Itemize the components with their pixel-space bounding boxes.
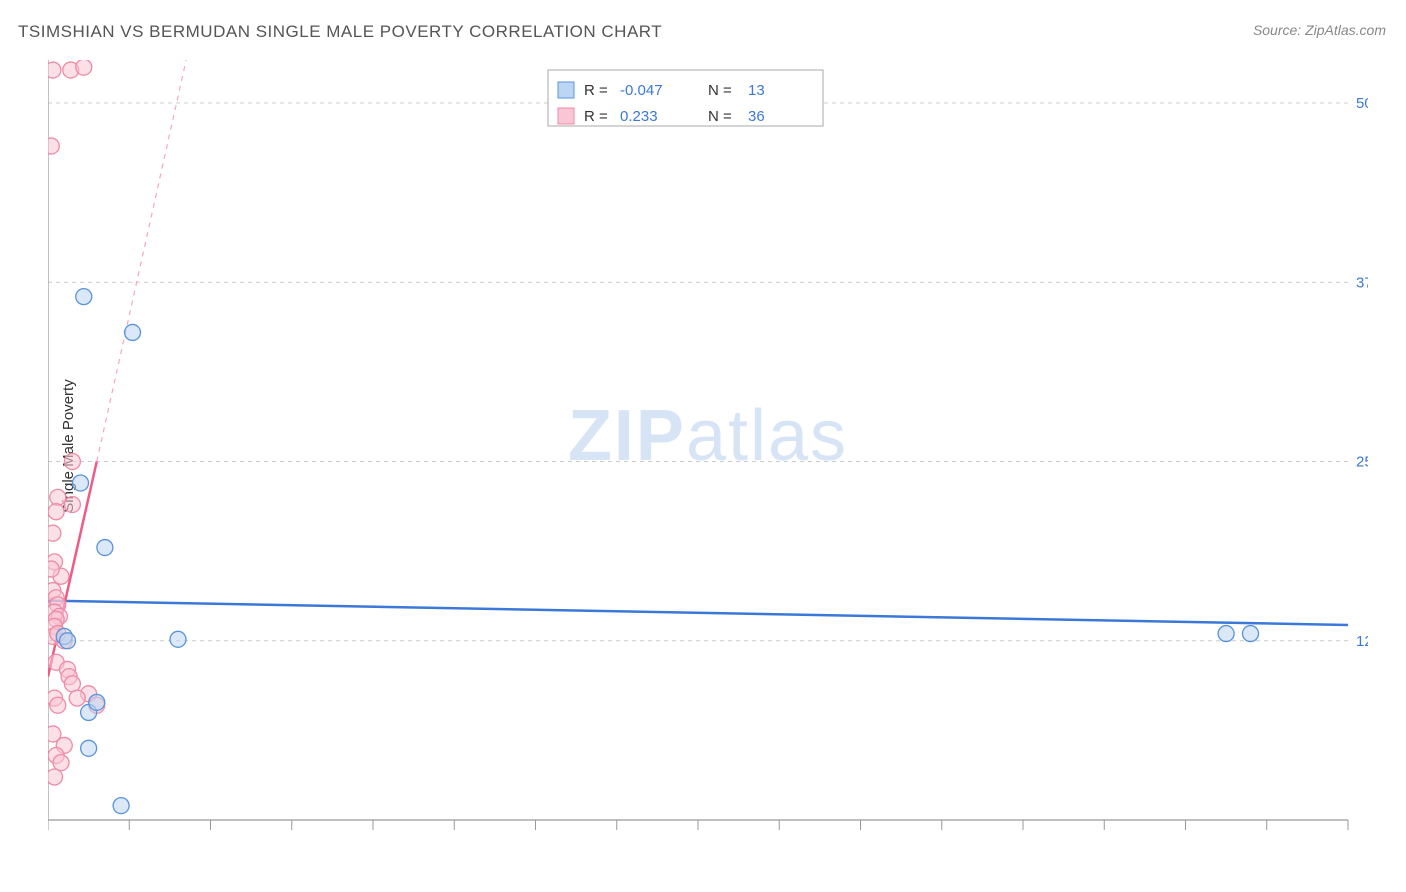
trendline-bermudans-extrapolated	[97, 60, 186, 462]
svg-text:0.233: 0.233	[620, 108, 658, 125]
svg-text:N =: N =	[708, 82, 732, 99]
svg-text:36: 36	[748, 108, 765, 125]
svg-text:-0.047: -0.047	[620, 82, 663, 99]
svg-text:50.0%: 50.0%	[1356, 95, 1368, 112]
svg-text:37.5%: 37.5%	[1356, 274, 1368, 291]
svg-text:25.0%: 25.0%	[1356, 454, 1368, 471]
watermark: ZIPatlas	[568, 396, 848, 476]
trendline-tsimshian	[48, 601, 1348, 625]
y-tick-labels: 12.5% 25.0% 37.5% 50.0%	[1356, 95, 1368, 650]
stats-legend: R = -0.047 N = 13 R = 0.233 N = 36	[548, 70, 823, 126]
chart-title: TSIMSHIAN VS BERMUDAN SINGLE MALE POVERT…	[18, 22, 662, 42]
svg-text:R =: R =	[584, 82, 608, 99]
svg-text:N =: N =	[708, 108, 732, 125]
y-gridlines	[48, 103, 1348, 641]
scatter-series-bermudans	[48, 60, 105, 785]
source-attribution: Source: ZipAtlas.com	[1253, 22, 1386, 38]
x-ticks	[48, 820, 1348, 830]
scatter-series-tsimshian	[56, 289, 1258, 814]
svg-text:13: 13	[748, 82, 765, 99]
svg-text:12.5%: 12.5%	[1356, 633, 1368, 650]
svg-text:R =: R =	[584, 108, 608, 125]
correlation-scatter-chart: ZIPatlas 12.5%25.0%37.5%50.0% 0.0% 80.0%…	[48, 60, 1368, 840]
